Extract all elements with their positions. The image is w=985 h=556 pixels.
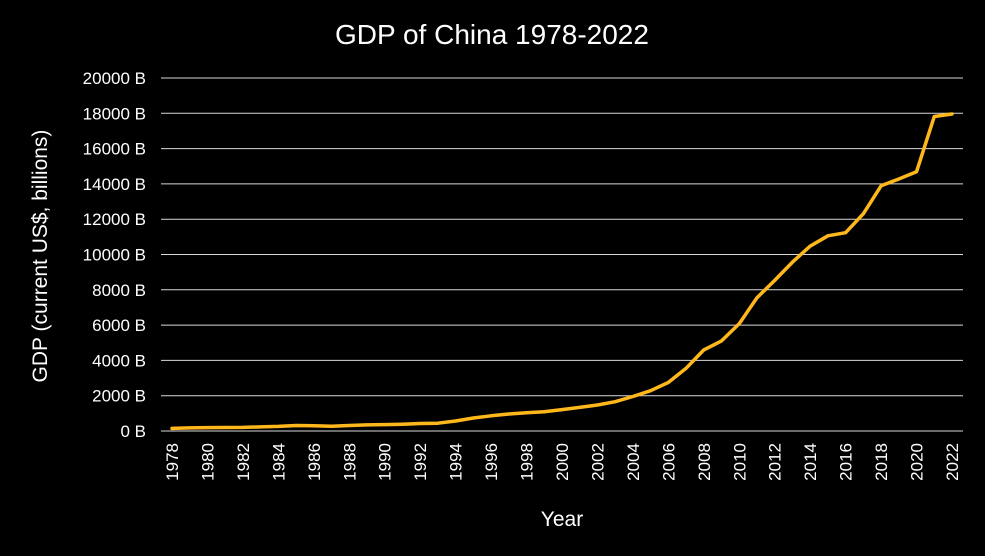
y-axis-ticks: 0 B 2000 B 4000 B 6000 B 8000 B 10000 B 12000 …	[83, 69, 146, 441]
chart-title: GDP of China 1978-2022	[335, 19, 649, 50]
y-tick-label: 6000 B	[92, 316, 146, 335]
x-tick-label: 1982	[234, 443, 253, 481]
data-point	[596, 403, 599, 407]
data-point	[489, 414, 493, 418]
data-point	[897, 177, 901, 181]
data-point	[666, 380, 670, 384]
y-tick-label: 18000 B	[83, 104, 146, 123]
data-point	[773, 278, 777, 282]
data-point	[613, 400, 617, 404]
x-tick-label: 1980	[198, 443, 217, 481]
data-point	[631, 395, 635, 398]
data-point	[737, 322, 741, 326]
data-point	[578, 405, 582, 409]
data-point	[844, 231, 848, 235]
data-point	[915, 170, 918, 174]
data-point	[560, 408, 564, 412]
x-tick-label: 2002	[588, 443, 607, 481]
x-tick-label: 2016	[837, 443, 856, 481]
data-point	[418, 422, 422, 425]
data-point	[525, 411, 528, 415]
data-point	[808, 244, 812, 248]
x-tick-label: 1986	[305, 443, 324, 481]
data-point	[276, 424, 280, 428]
x-tick-label: 1994	[447, 443, 466, 481]
data-point	[241, 425, 245, 429]
x-tick-label: 1978	[163, 443, 182, 481]
x-tick-label: 2008	[695, 443, 714, 481]
data-point	[471, 416, 475, 420]
data-point	[454, 419, 458, 423]
y-tick-label: 0 B	[120, 422, 146, 441]
data-point	[932, 115, 936, 118]
data-point	[861, 212, 865, 216]
data-point	[170, 426, 174, 430]
data-point	[365, 423, 369, 427]
data-point	[720, 339, 723, 343]
data-point	[401, 422, 404, 426]
x-tick-label: 2000	[553, 443, 572, 481]
y-tick-label: 4000 B	[92, 351, 146, 370]
x-tick-label: 1984	[269, 443, 288, 481]
data-point	[879, 184, 883, 188]
y-tick-label: 14000 B	[83, 175, 146, 194]
data-point	[950, 112, 954, 116]
y-tick-label: 16000 B	[83, 140, 146, 159]
x-tick-label: 1990	[376, 443, 395, 481]
x-tick-label: 2006	[659, 443, 678, 481]
x-tick-label: 1996	[482, 443, 501, 481]
y-tick-label: 20000 B	[83, 69, 146, 88]
y-tick-label: 2000 B	[92, 387, 146, 406]
x-tick-label: 2012	[766, 443, 785, 481]
x-tick-label: 2018	[872, 443, 891, 481]
data-point	[206, 426, 209, 430]
x-tick-label: 2004	[624, 443, 643, 481]
y-tick-label: 8000 B	[92, 281, 146, 300]
data-point	[223, 426, 227, 429]
data-point	[330, 424, 333, 428]
data-point	[684, 366, 688, 370]
x-tick-label: 2014	[801, 443, 820, 481]
data-point	[188, 426, 192, 430]
data-point	[347, 424, 351, 427]
gridlines	[161, 77, 963, 432]
data-point	[791, 260, 794, 264]
x-tick-label: 2022	[943, 443, 962, 481]
data-point	[436, 421, 440, 425]
data-point	[755, 296, 759, 300]
x-tick-label: 1998	[518, 443, 537, 481]
data-point	[259, 425, 263, 429]
data-point	[649, 389, 653, 393]
x-tick-label: 2020	[908, 443, 927, 481]
x-tick-label: 2010	[730, 443, 749, 481]
x-axis-title: Year	[541, 508, 583, 531]
x-tick-label: 1988	[340, 443, 359, 481]
x-axis-ticks: 1978 1980 1982 1984 1986 1988 1990 1992 1994 1996…	[163, 443, 962, 481]
data-point	[312, 424, 316, 428]
data-point	[507, 412, 511, 416]
series-layer	[170, 112, 954, 431]
data-point	[702, 348, 706, 352]
x-tick-label: 1992	[411, 443, 430, 481]
data-point	[294, 424, 298, 427]
data-point	[542, 410, 546, 414]
y-tick-label: 10000 B	[83, 246, 146, 265]
data-point	[383, 423, 387, 427]
y-axis-title: GDP (current US$, billions)	[29, 130, 52, 383]
data-point	[826, 234, 830, 238]
y-tick-label: 12000 B	[83, 210, 146, 229]
